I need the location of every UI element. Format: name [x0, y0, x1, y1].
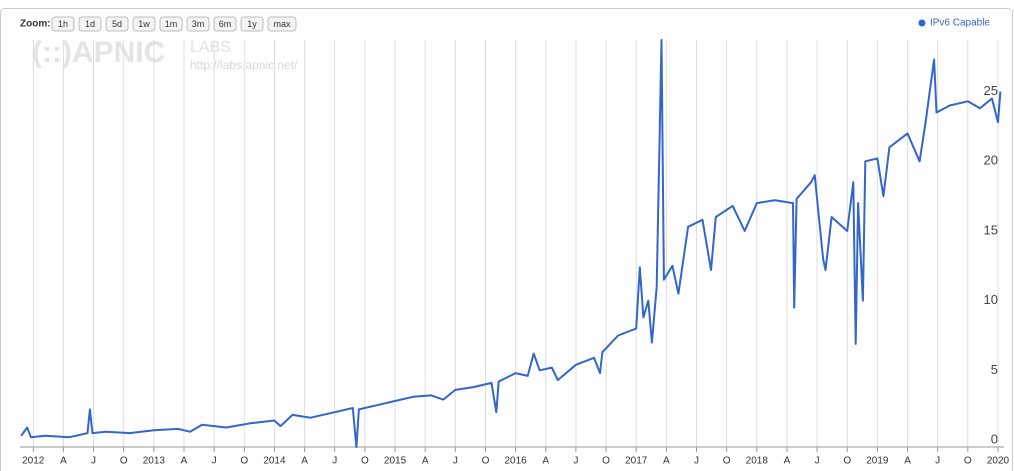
x-tick-label: J: [91, 456, 96, 467]
zoom-button-label[interactable]: 5d: [112, 19, 122, 29]
x-tick-label: O: [120, 456, 128, 467]
x-tick-label: O: [964, 456, 972, 467]
zoom-button[interactable]: [51, 16, 75, 32]
frame: [0, 8, 1013, 471]
x-tick-label: J: [694, 456, 699, 467]
y-tick-label: 10: [984, 292, 998, 307]
x-tick-label: J: [935, 456, 940, 467]
y-tick-label: 20: [984, 153, 998, 168]
zoom-button[interactable]: [240, 16, 264, 32]
legend-marker[interactable]: [918, 19, 926, 27]
x-tick-label: 2012: [22, 456, 45, 467]
watermark-brand: (::)APNIC: [32, 36, 165, 69]
x-tick-label: 2018: [746, 456, 769, 467]
x-tick-label: A: [784, 456, 791, 467]
zoom-button-label[interactable]: max: [273, 19, 291, 29]
zoom-button-label[interactable]: 1h: [58, 19, 68, 29]
x-tick-label: J: [573, 456, 578, 467]
x-tick-label: 2013: [143, 456, 166, 467]
zoom-button[interactable]: [105, 16, 129, 32]
watermark-sub: LABS: [190, 39, 231, 56]
zoom-button[interactable]: [186, 16, 210, 32]
zoom-button[interactable]: [78, 16, 102, 32]
legend-label[interactable]: IPv6 Capable: [930, 18, 990, 29]
x-tick-label: 2015: [384, 456, 407, 467]
x-tick-label: O: [482, 456, 490, 467]
x-tick-label: A: [181, 456, 188, 467]
x-tick-label: 2014: [263, 456, 286, 467]
x-tick-label: A: [60, 456, 67, 467]
zoom-button-label[interactable]: 3m: [192, 19, 205, 29]
zoom-button-label[interactable]: 1m: [165, 19, 178, 29]
x-tick-label: A: [904, 456, 911, 467]
zoom-button-label[interactable]: 6m: [219, 19, 232, 29]
x-tick-label: O: [843, 456, 851, 467]
y-tick-label: 15: [984, 222, 998, 237]
x-tick-label: O: [361, 456, 369, 467]
x-tick-label: 2016: [504, 456, 527, 467]
x-tick-label: A: [663, 456, 670, 467]
zoom-button-label[interactable]: 1w: [138, 19, 150, 29]
x-tick-label: J: [815, 456, 820, 467]
x-tick-label: O: [602, 456, 610, 467]
x-tick-label: A: [542, 456, 549, 467]
x-tick-label: J: [332, 456, 337, 467]
zoom-button[interactable]: [267, 16, 297, 32]
x-tick-label: J: [212, 456, 217, 467]
x-tick-label: A: [422, 456, 429, 467]
x-tick-label: O: [723, 456, 731, 467]
series-line: [20, 39, 1002, 448]
zoom-button[interactable]: [213, 16, 237, 32]
x-tick-label: O: [240, 456, 248, 467]
zoom-button-label[interactable]: 1y: [247, 19, 257, 29]
x-tick-label: 2019: [866, 456, 889, 467]
y-tick-label: 5: [991, 362, 998, 377]
x-tick-label: 2020: [987, 456, 1010, 467]
zoom-button[interactable]: [159, 16, 183, 32]
x-tick-label: 2017: [625, 456, 648, 467]
zoom-button-label[interactable]: 1d: [85, 19, 95, 29]
y-tick-label: 0: [991, 431, 998, 446]
zoom-label: Zoom:: [20, 19, 51, 30]
zoom-button[interactable]: [132, 16, 156, 32]
x-tick-label: J: [453, 456, 458, 467]
x-tick-label: A: [301, 456, 308, 467]
y-tick-label: 25: [984, 83, 998, 98]
